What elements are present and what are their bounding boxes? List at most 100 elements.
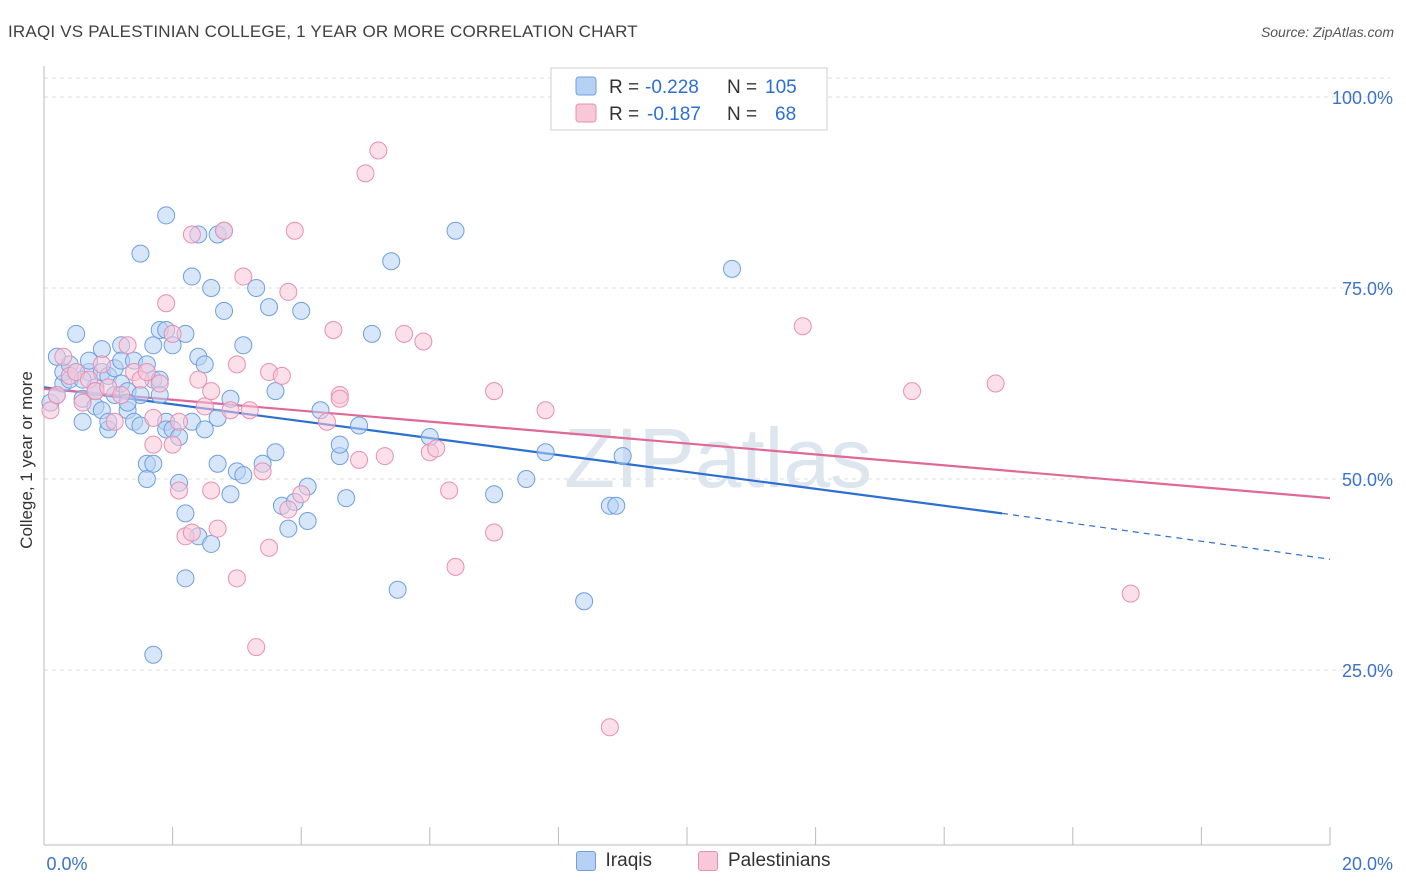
point-palestinians (317, 412, 336, 431)
point-palestinians (221, 401, 240, 420)
point-palestinians (395, 324, 414, 343)
point-palestinians (324, 321, 343, 340)
point-iraqis (176, 569, 195, 588)
legend-item-palestinians[interactable]: Palestinians (698, 850, 830, 872)
point-iraqis (234, 336, 253, 355)
point-iraqis (131, 244, 150, 263)
legend-swatch-palestinians (575, 103, 597, 123)
point-iraqis (382, 252, 401, 271)
point-palestinians (163, 324, 182, 343)
tick-labels: 100.0% 75.0% 50.0% 25.0% 0.0% 20.0% (46, 88, 1393, 874)
chart-title: IRAQI VS PALESTINIAN COLLEGE, 1 YEAR OR … (8, 22, 638, 41)
legend-n-value: 105 (765, 77, 797, 98)
point-iraqis (208, 454, 227, 473)
legend-r-label: R = (609, 77, 639, 98)
point-iraqis (144, 645, 163, 664)
point-palestinians (215, 221, 234, 240)
point-iraqis (298, 512, 317, 531)
point-palestinians (279, 282, 298, 301)
point-palestinians (440, 481, 459, 500)
point-palestinians (163, 435, 182, 454)
point-palestinians (350, 450, 369, 469)
axes (43, 66, 1331, 846)
point-palestinians (170, 412, 189, 431)
legend-swatch-iraqis (575, 76, 597, 96)
point-palestinians (356, 164, 375, 183)
point-iraqis (137, 470, 156, 488)
y-axis-label: College, 1 year or more (17, 371, 36, 549)
legend-n-label: N = (727, 77, 757, 98)
point-iraqis (330, 435, 349, 454)
point-palestinians (227, 355, 246, 374)
point-palestinians (446, 557, 465, 576)
point-iraqis (182, 267, 201, 286)
legend-swatch-palestinians (698, 851, 718, 871)
point-palestinians (986, 374, 1005, 393)
point-iraqis (362, 324, 381, 343)
point-iraqis (157, 206, 176, 225)
point-palestinians (54, 347, 73, 366)
point-iraqis (536, 443, 555, 462)
point-palestinians (240, 401, 259, 420)
point-iraqis (202, 279, 221, 297)
point-iraqis (388, 580, 407, 599)
point-iraqis (260, 298, 279, 317)
point-iraqis (723, 259, 742, 278)
point-palestinians (234, 267, 253, 286)
source-note: Source: ZipAtlas.com (1260, 24, 1394, 40)
legend-n-value: 68 (775, 104, 796, 125)
point-palestinians (202, 382, 221, 401)
point-iraqis (195, 355, 214, 374)
y-tick-label: 100.0% (1332, 88, 1393, 108)
legend-n-label: N = (727, 104, 757, 125)
point-palestinians (189, 370, 208, 389)
point-palestinians (157, 294, 176, 313)
point-iraqis (92, 340, 111, 359)
point-iraqis (446, 221, 465, 240)
point-palestinians (137, 363, 156, 382)
point-iraqis (202, 534, 221, 553)
point-palestinians (73, 393, 92, 412)
x-tick-label: 0.0% (46, 854, 87, 874)
point-iraqis (292, 301, 311, 320)
point-palestinians (41, 401, 60, 420)
legend-swatch-iraqis (575, 851, 596, 871)
point-palestinians (253, 462, 272, 481)
point-palestinians (227, 569, 246, 588)
point-palestinians (292, 485, 311, 504)
point-iraqis (73, 412, 92, 431)
point-iraqis (144, 454, 163, 473)
point-palestinians (208, 519, 227, 538)
point-palestinians (600, 718, 619, 737)
point-palestinians (427, 439, 446, 458)
point-palestinians (202, 481, 221, 500)
point-palestinians (285, 221, 304, 240)
trend-line-palestinians (43, 387, 1331, 500)
point-iraqis (350, 416, 369, 435)
y-tick-label: 25.0% (1342, 661, 1393, 681)
legend-r-value: -0.187 (647, 104, 701, 125)
point-palestinians (260, 538, 279, 557)
point-iraqis (337, 489, 356, 508)
legend-box: R = -0.228 N = 105 R = -0.187 N = 68 (550, 67, 828, 131)
point-palestinians (144, 408, 163, 427)
point-iraqis (607, 496, 626, 515)
point-palestinians (247, 638, 266, 657)
point-iraqis (266, 443, 285, 462)
point-iraqis (575, 592, 594, 611)
point-palestinians (92, 355, 111, 374)
x-tick-label: 20.0% (1342, 854, 1393, 874)
point-palestinians (793, 317, 812, 336)
point-palestinians (182, 523, 201, 542)
data-points (41, 141, 1140, 737)
point-palestinians (112, 385, 131, 404)
point-palestinians (150, 374, 169, 393)
legend-item-iraqis[interactable]: Iraqis (575, 850, 652, 872)
point-palestinians (195, 397, 214, 416)
point-iraqis (517, 470, 536, 488)
y-tick-label: 75.0% (1342, 279, 1393, 299)
point-iraqis (144, 336, 163, 355)
point-iraqis (279, 519, 298, 538)
legend-r-value: -0.228 (645, 77, 699, 98)
